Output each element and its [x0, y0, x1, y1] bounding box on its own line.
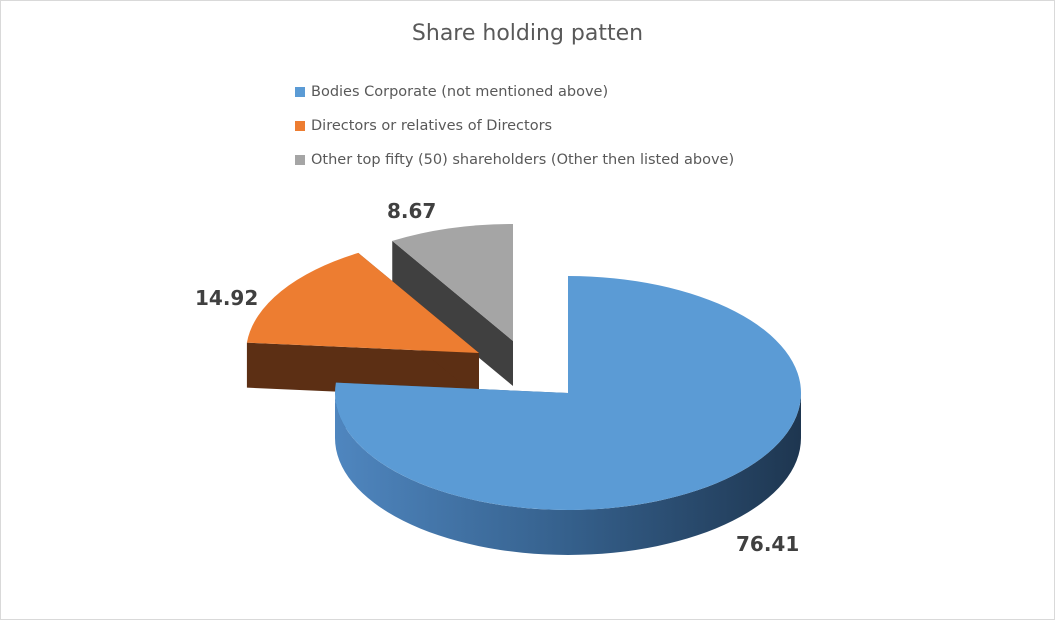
data-label: 76.41 — [736, 532, 800, 556]
pie-slice — [246, 252, 479, 353]
pie-slice — [392, 224, 513, 341]
legend-item: Bodies Corporate (not mentioned above) — [295, 75, 734, 109]
data-label: 14.92 — [195, 286, 259, 310]
slice-cut-face — [392, 240, 513, 386]
legend-swatch — [295, 121, 305, 131]
legend-label: Bodies Corporate (not mentioned above) — [311, 84, 609, 100]
legend: Bodies Corporate (not mentioned above) D… — [295, 75, 734, 177]
legend-swatch — [295, 155, 305, 165]
slice-cut-face — [246, 342, 479, 398]
legend-label: Directors or relatives of Directors — [311, 118, 553, 134]
legend-item: Directors or relatives of Directors — [295, 109, 734, 143]
pie-slice — [335, 276, 802, 511]
data-label: 8.67 — [387, 199, 437, 223]
slice-outer-wall — [335, 393, 801, 555]
chart-title: Share holding patten — [411, 21, 644, 46]
legend-label: Other top fifty (50) shareholders (Other… — [311, 152, 735, 168]
legend-swatch — [295, 87, 305, 97]
legend-item: Other top fifty (50) shareholders (Other… — [295, 143, 734, 177]
